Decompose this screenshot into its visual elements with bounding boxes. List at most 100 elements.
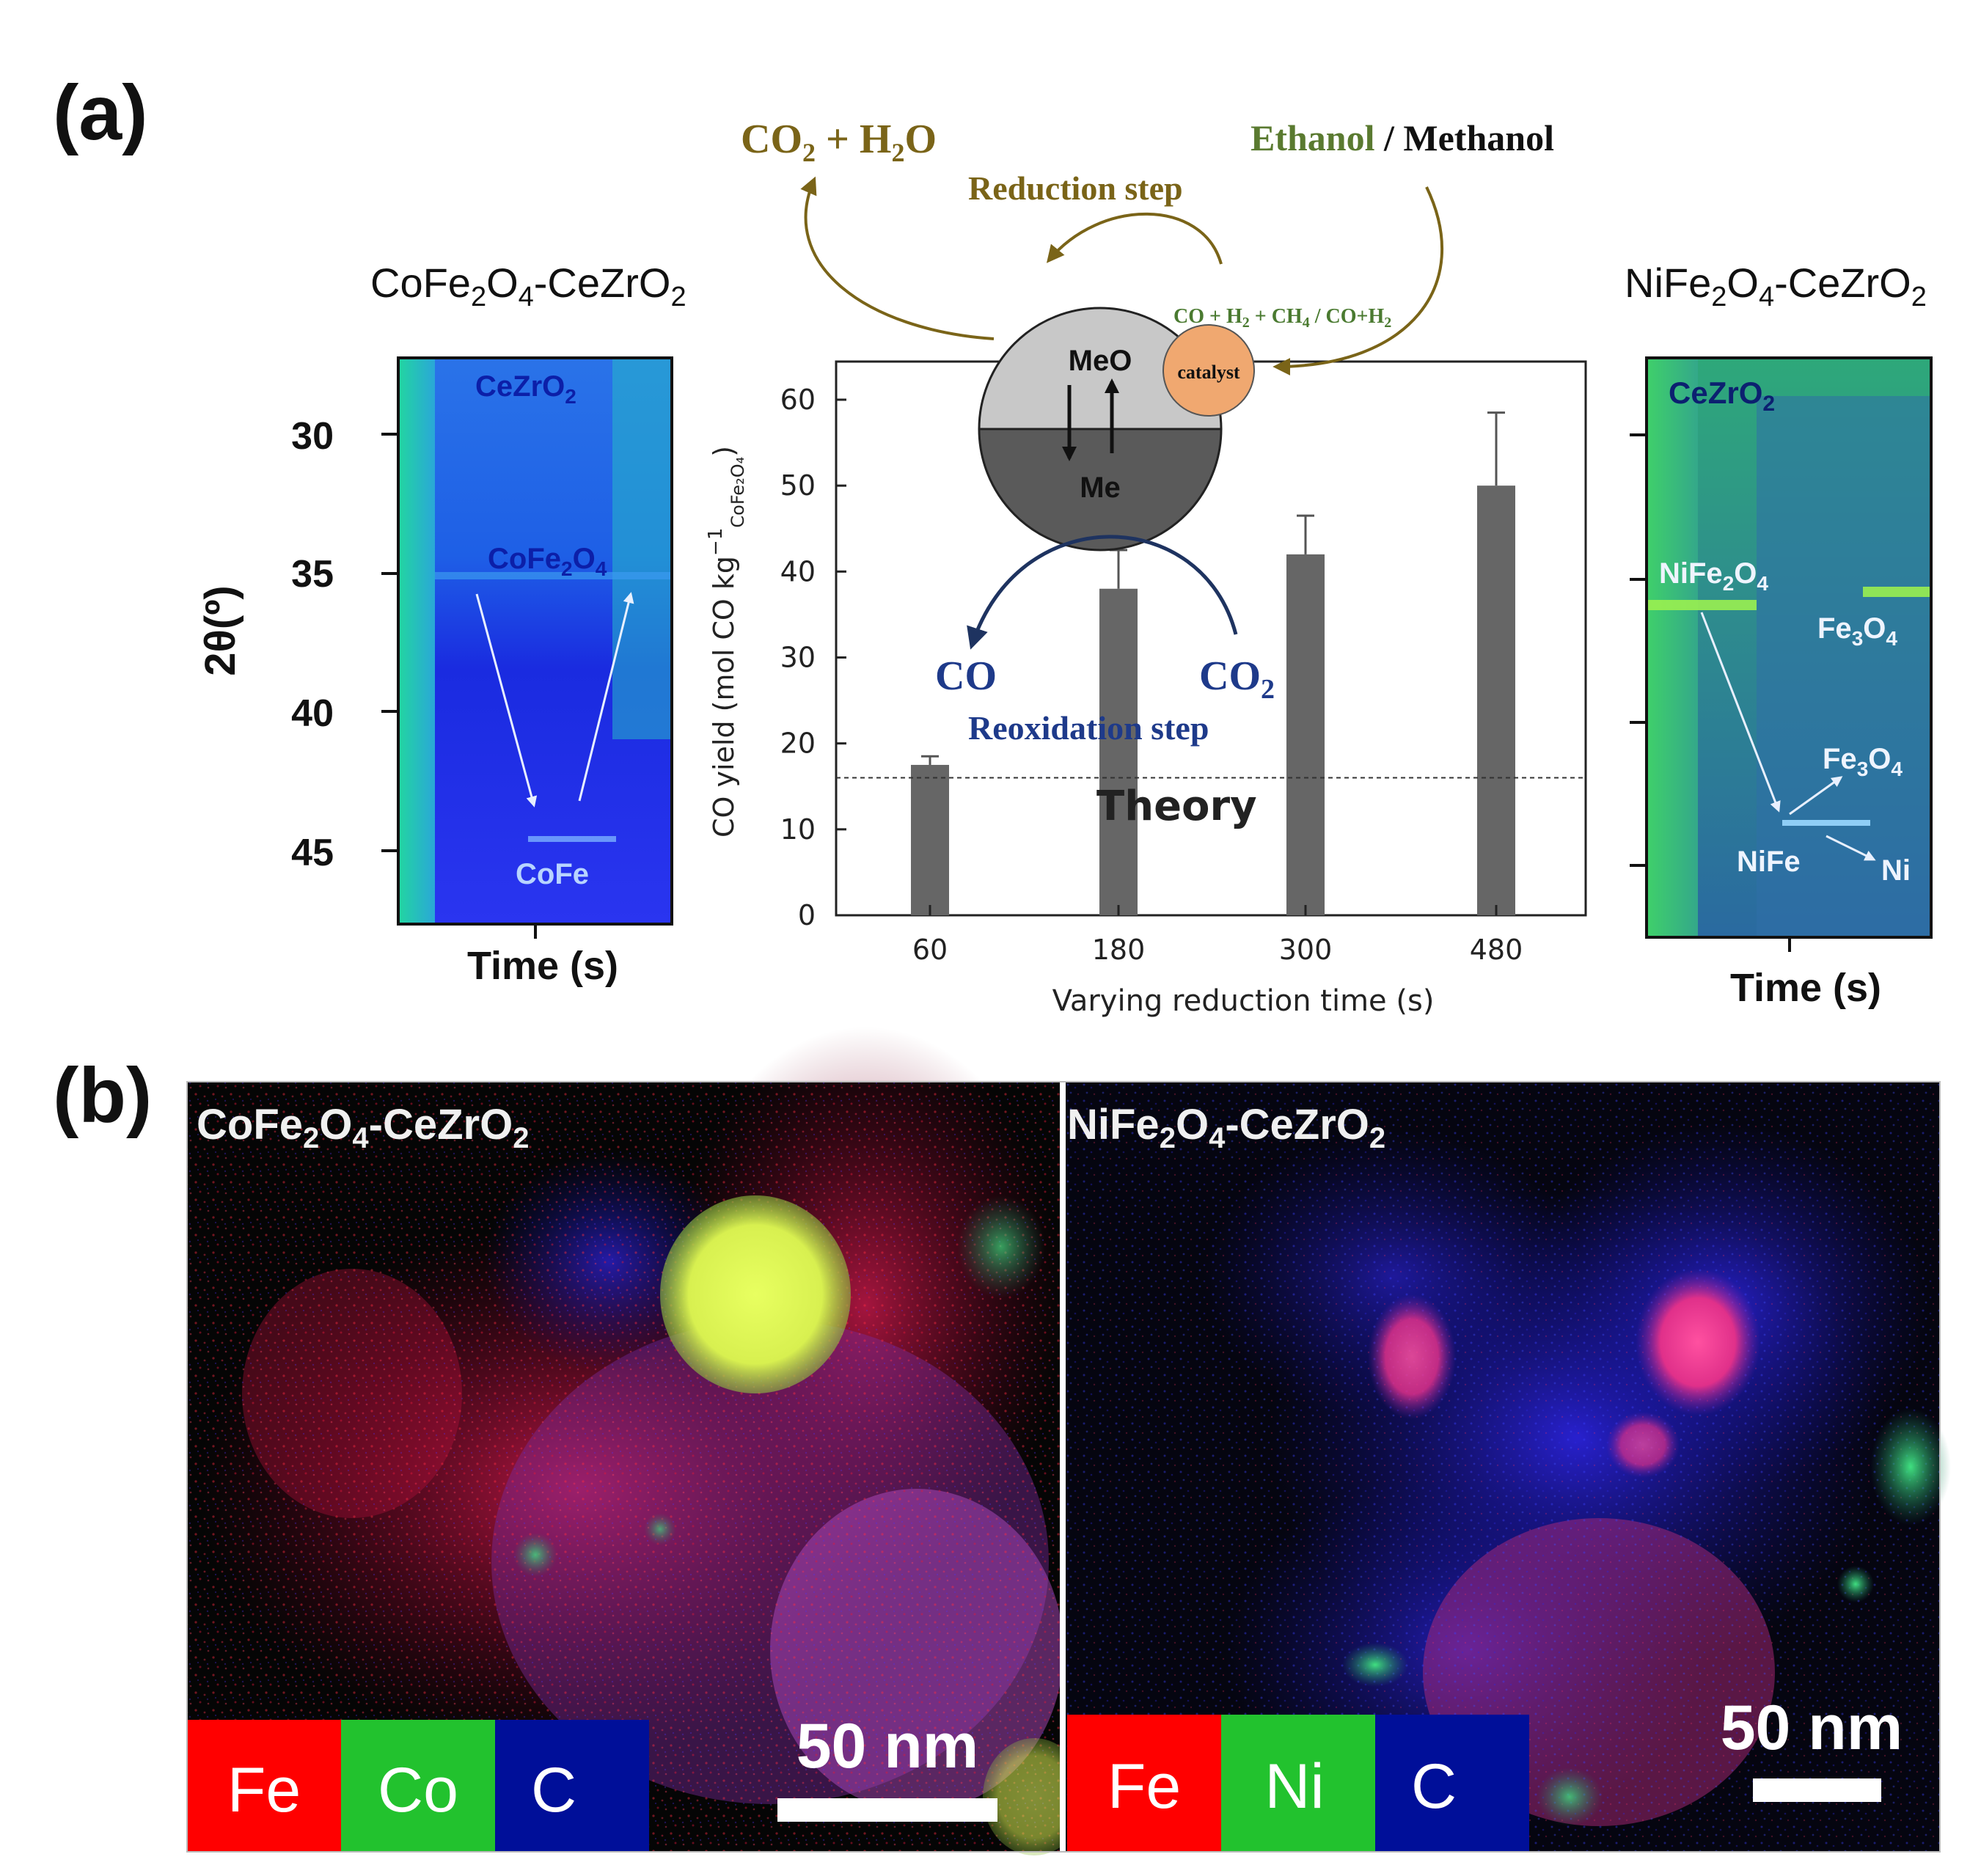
scheme-fuels: Ethanol / Methanol bbox=[1251, 117, 1554, 158]
xrd-right-ann-nife2o4: NiFe2O4 bbox=[1659, 557, 1768, 595]
chart-ytick-label: 20 bbox=[780, 728, 816, 760]
eds-right-pink-particle bbox=[1636, 1269, 1760, 1415]
xrd-right-ticks bbox=[1630, 433, 1647, 867]
chart-bar bbox=[1099, 588, 1138, 915]
chart-xtick-label: 180 bbox=[1092, 934, 1146, 966]
eds-right-legend: Fe Ni C bbox=[1067, 1715, 1529, 1852]
xrd-left-cofe2o4-line bbox=[435, 572, 672, 579]
xrd-right-arrow-ni bbox=[1826, 835, 1876, 861]
xrd-right-arrow-down bbox=[1700, 612, 1781, 813]
chart-bars bbox=[911, 411, 1515, 915]
scheme-arrow-to-co2 bbox=[800, 176, 995, 340]
xrd-left-edge-band bbox=[398, 358, 435, 924]
xrd-left-xlabel: Time (s) bbox=[467, 944, 618, 988]
chart-xlabel: Varying reduction time (s) bbox=[1052, 984, 1435, 1018]
eds-right-legend-fe bbox=[1067, 1715, 1221, 1852]
xrd-left-ann-cezro2: CeZrO2 bbox=[475, 370, 576, 408]
chart-ytick-label: 50 bbox=[780, 469, 816, 502]
xrd-right-title: NiFe2O4-CeZrO2 bbox=[1625, 260, 1927, 312]
eds-right-legend-ni-label: Ni bbox=[1264, 1751, 1324, 1822]
xrd-left-right-band bbox=[612, 358, 672, 739]
eds-right-scale-label: 50 nm bbox=[1721, 1693, 1903, 1763]
chart-xtick-label: 300 bbox=[1279, 934, 1333, 966]
eds-divider bbox=[1060, 1082, 1066, 1852]
chart-y-ticks: 0 10 20 30 40 50 60 bbox=[780, 384, 846, 931]
scheme-gas-products: CO + H2 + CH4 / CO+H2 bbox=[1173, 305, 1391, 331]
xrd-left-panel: CoFe2O4-CeZrO2 CeZrO2 CoFe2O4 CoFe 30 35… bbox=[197, 260, 686, 988]
chart-ytick-label: 60 bbox=[780, 384, 816, 416]
xrd-left-ytick-30: 30 bbox=[291, 415, 334, 458]
scheme-co2-h2o: CO2 + H2O bbox=[741, 117, 937, 167]
eds-right-legend-ni bbox=[1221, 1715, 1375, 1852]
scheme-arrow-reoxidation bbox=[967, 535, 1238, 650]
scheme-me: Me bbox=[1080, 472, 1121, 504]
xrd-left-arrow-down bbox=[475, 593, 538, 807]
eds-right-panel: NiFe2O4-CeZrO2 Fe Ni C 50 nm bbox=[1066, 1082, 1951, 1852]
scheme-catalyst-label: catalyst bbox=[1177, 362, 1240, 383]
panel-a-label: (a) bbox=[53, 70, 148, 156]
scheme-co2: CO2 bbox=[1199, 653, 1275, 705]
eds-left-coFe-particle bbox=[660, 1195, 851, 1393]
eds-right-legend-c-label: C bbox=[1411, 1751, 1457, 1822]
xrd-right-left-band bbox=[1647, 358, 1698, 937]
scheme-arrow-from-fuel bbox=[1273, 186, 1444, 375]
xrd-right-shifted-region bbox=[1757, 396, 1931, 937]
scheme-particle: MeO Me catalyst bbox=[978, 307, 1255, 552]
xrd-left-y-axis: 30 35 40 45 2θ(º) bbox=[197, 415, 398, 874]
xrd-right-nife-line bbox=[1782, 820, 1870, 826]
xrd-right-ann-ni: Ni bbox=[1881, 854, 1911, 887]
chart-ytick-label: 30 bbox=[780, 642, 816, 674]
chart-x-ticks: 60 180 300 480 bbox=[912, 905, 1523, 966]
xrd-left-ytick-35: 35 bbox=[291, 553, 334, 596]
eds-left-legend-co-label: Co bbox=[378, 1755, 458, 1825]
eds-left-scale-bar bbox=[777, 1798, 997, 1822]
eds-left-panel: CoFe2O4-CeZrO2 Fe Co C 50 nm bbox=[187, 1027, 1085, 1855]
xrd-left-ytick-40: 40 bbox=[291, 692, 334, 735]
xrd-right-ann-fe3o4-lower: Fe3O4 bbox=[1823, 743, 1903, 780]
panel-b-label: (b) bbox=[53, 1052, 152, 1139]
eds-right-scale-bar bbox=[1753, 1778, 1881, 1802]
chart-ytick-label: 40 bbox=[780, 555, 816, 587]
eds-right-green-particle bbox=[1870, 1408, 1951, 1525]
xrd-right-ann-nife: NiFe bbox=[1737, 846, 1801, 878]
scheme-catalyst bbox=[1162, 324, 1255, 417]
xrd-right-ann-cezro2: CeZrO2 bbox=[1669, 375, 1775, 416]
eds-left-legend-fe-label: Fe bbox=[227, 1755, 301, 1825]
chart-ytick-label: 10 bbox=[780, 813, 816, 846]
reaction-scheme: CO2 + H2O Ethanol / Methanol Reduction s… bbox=[741, 117, 1554, 830]
eds-left-legend-fe bbox=[187, 1720, 341, 1852]
eds-right-title: NiFe2O4-CeZrO2 bbox=[1067, 1101, 1385, 1154]
xrd-right-xlabel: Time (s) bbox=[1730, 966, 1881, 1010]
scheme-reduction-step: Reduction step bbox=[968, 169, 1183, 207]
xrd-right-ann-fe3o4-upper: Fe3O4 bbox=[1817, 612, 1897, 650]
chart-ytick-label: 0 bbox=[798, 899, 816, 931]
chart-bar bbox=[1477, 486, 1515, 915]
eds-left-legend: Fe Co C bbox=[187, 1720, 649, 1852]
xrd-left-ann-cofe: CoFe bbox=[516, 858, 589, 890]
chart-ylabel: CO yield (mol CO kg−1CoFe₂O₄) bbox=[705, 446, 748, 838]
xrd-left-cofe-line bbox=[528, 836, 616, 842]
eds-right-legend-c bbox=[1375, 1715, 1529, 1852]
scheme-co: CO bbox=[935, 653, 997, 699]
scheme-arrow-reduction-loop bbox=[1046, 212, 1223, 265]
eds-left-legend-c-label: C bbox=[531, 1755, 576, 1825]
scheme-reoxidation-step: Reoxidation step bbox=[968, 709, 1209, 747]
chart-bar bbox=[1286, 554, 1325, 915]
xrd-right-nife2o4-line bbox=[1647, 600, 1757, 610]
scheme-meo: MeO bbox=[1069, 345, 1132, 377]
xrd-left-arrow-up bbox=[578, 592, 634, 802]
eds-left-legend-c bbox=[495, 1720, 649, 1852]
xrd-right-panel: NiFe2O4-CeZrO2 CeZrO2 NiFe2O4 Fe3O4 Fe3O… bbox=[1625, 260, 1933, 1010]
scheme-theory: Theory bbox=[1096, 783, 1257, 830]
eds-right-legend-fe-label: Fe bbox=[1107, 1751, 1181, 1822]
chart-bar bbox=[911, 764, 949, 915]
xrd-left-ann-cofe2o4: CoFe2O4 bbox=[488, 543, 607, 580]
eds-left-legend-co bbox=[341, 1720, 495, 1852]
xrd-left-yaxis-label: 2θ(º) bbox=[197, 585, 244, 675]
chart-xtick-label: 60 bbox=[912, 934, 948, 966]
chart-xtick-label: 480 bbox=[1470, 934, 1523, 966]
xrd-left-title: CoFe2O4-CeZrO2 bbox=[370, 260, 686, 312]
xrd-right-arrow-fe3o4 bbox=[1789, 776, 1843, 816]
xrd-left-ytick-45: 45 bbox=[291, 832, 334, 874]
